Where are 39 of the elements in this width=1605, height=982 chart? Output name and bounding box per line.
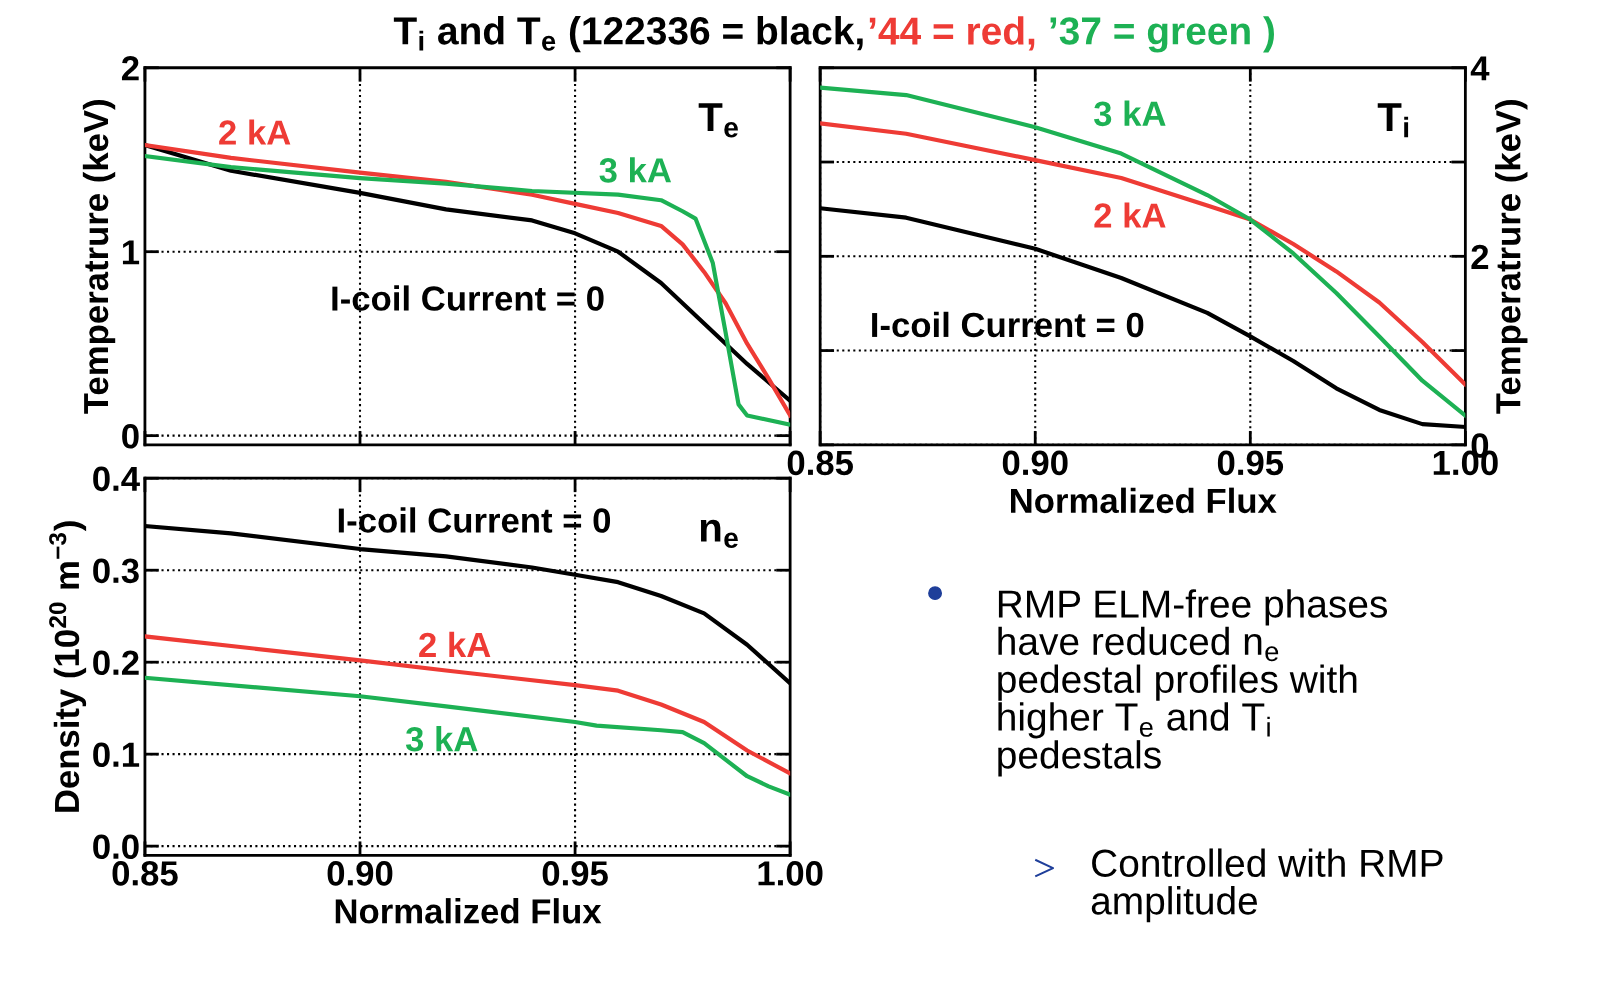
y-tick-label: 2 — [1471, 244, 1489, 269]
y-axis-title: Temperatrure (keV) — [1495, 100, 1528, 414]
y-tick-label: 0.4 — [93, 466, 140, 492]
series-label: I-coil Current = 0 — [332, 285, 604, 311]
annotation: T$_{e}$ — [698, 103, 738, 138]
text: RMP ELM-free phases have reduced n$_{e}$ pedestal profiles with higher T$_{e}$ and T$_{i}$ pedestals — [998, 589, 1388, 777]
series-label: 3 kA — [1093, 100, 1166, 127]
y-tick-label: 0 — [122, 423, 139, 449]
chart-title: T$_{i}$ and T$_{e}$ (122336 = black, ’44 = red, ’37 = green ) — [393, 16, 1274, 53]
x-tick-label: 0.85 — [112, 861, 178, 886]
y-axis-title: Density (10$^{20}$ m$^{−3}$) — [49, 521, 87, 812]
x-tick-label: 0.85 — [787, 450, 853, 476]
x-tick-label: 0.90 — [1002, 450, 1068, 476]
line-series — [144, 675, 791, 797]
y-tick-label: 2 — [121, 56, 139, 81]
x-tick-label: 0.90 — [327, 861, 393, 886]
legend-label: I-coil Current = 0 — [338, 507, 611, 533]
series-label: 2 kA — [219, 119, 291, 145]
x-tick-label: 1.00 — [758, 861, 823, 886]
y-axis-title: Temperatrure (keV) — [82, 100, 116, 414]
y-tick-label: 0.0 — [93, 834, 139, 860]
series-label: 2 kA — [419, 631, 491, 657]
x-axis-title: Normalized Flux — [335, 898, 602, 924]
text: Controlled with RMP amplitude — [1091, 848, 1443, 923]
annotation: T$_{i}$ — [1377, 103, 1409, 138]
series-label: I-coil Current = 0 — [872, 311, 1144, 338]
x-axis-title: Normalized Flux — [1011, 487, 1277, 514]
y-tick-label: 4 — [1470, 56, 1490, 81]
series-label: 3 kA — [599, 157, 672, 183]
x-tick-label: 0.95 — [1217, 450, 1284, 476]
x-tick-label: 0.95 — [542, 861, 608, 886]
series-label: 2 kA — [1094, 202, 1166, 228]
y-tick-label: 0.3 — [93, 558, 139, 584]
y-tick-label: 1 — [122, 240, 140, 265]
y-tick-label: 0.1 — [93, 742, 140, 768]
series-label: 3 kA — [405, 726, 478, 752]
y-tick-label: 0.2 — [93, 650, 139, 676]
line-series — [820, 85, 1466, 418]
annotation: n$_{e}$ — [700, 519, 738, 549]
